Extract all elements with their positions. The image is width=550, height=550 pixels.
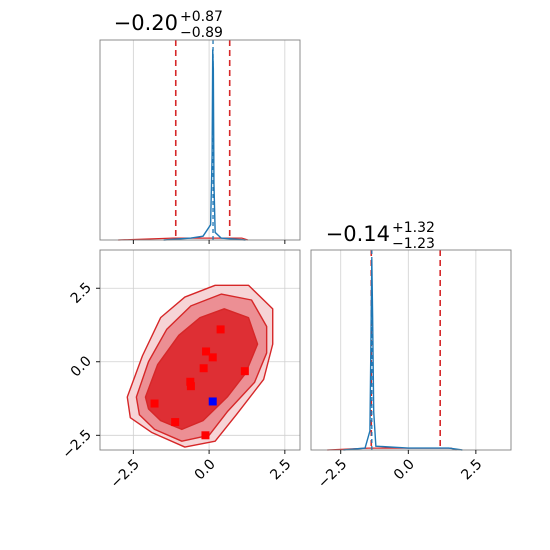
posterior-spike [343,259,463,451]
y-tick-label: 2.5 [68,280,95,307]
marginal-panel-param-2: −2.5 0.0 2.5 [310,249,512,492]
title-1-minus: −0.89 [180,25,223,41]
y-tick-label: 0.0 [68,353,95,380]
marginal-panel-param-1 [99,39,301,244]
sample-square [202,347,211,356]
title-1-plus: +0.87 [180,9,223,25]
sample-square [186,377,195,386]
title-panel-2: −0.14 +1.32 −1.23 [326,220,435,252]
sample-square [186,382,195,391]
title-2-value: −0.14 [326,222,390,246]
plot-frame [310,249,512,451]
sample-square [240,367,249,376]
sample-square [150,399,159,408]
x-tick-label: 0.0 [391,456,418,483]
sample-square [216,325,225,334]
sample-square [199,364,208,373]
sample-square [201,431,210,440]
x-tick-label: 2.5 [458,456,485,483]
plot-frame [99,249,301,451]
hist-step [118,237,249,241]
title-2-plus: +1.32 [392,220,435,236]
y-tick-label: −2.5 [59,427,94,462]
joint-panel: −2.5 0.0 2.5 −2.5 0.0 2.5 [59,249,301,492]
title-1-value: −0.20 [114,11,178,35]
title-panel-1: −0.20 +0.87 −0.89 [114,9,223,41]
x-tick-label: −2.5 [108,456,143,491]
plot-background [311,250,511,450]
x-tick-label: 2.5 [267,456,294,483]
truth-square [208,397,217,406]
x-tick-label: −2.5 [315,456,350,491]
title-2-minus: −1.23 [392,236,435,252]
plot-background [100,40,300,240]
x-tick-label: 0.0 [192,456,219,483]
plot-frame [99,39,301,241]
sample-square [171,418,180,427]
sample-square [208,353,217,362]
